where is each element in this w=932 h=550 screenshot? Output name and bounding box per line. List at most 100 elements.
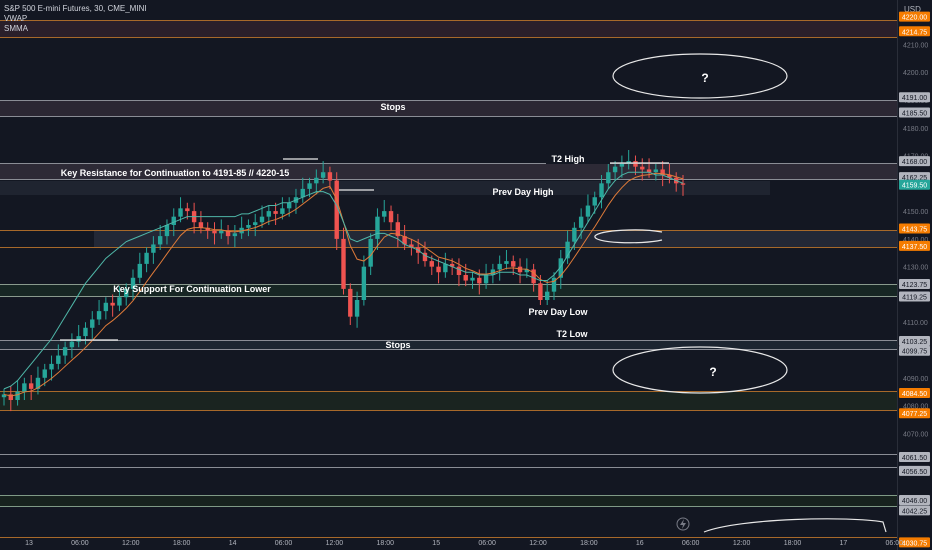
candle (436, 258, 441, 284)
prev-day-high-label: Prev Day High (492, 187, 553, 197)
x-tick-label: 12:00 (529, 540, 547, 547)
price-label-text: 4042.25 (902, 508, 927, 515)
key-support-label: Key Support For Continuation Lower (113, 284, 271, 294)
candle (490, 263, 496, 284)
price-label-text: 4137.50 (902, 244, 927, 251)
candle (56, 344, 61, 370)
indicator-vwap[interactable]: VWAP (4, 14, 28, 23)
candle (144, 247, 149, 273)
x-tick-label: 15 (432, 540, 440, 547)
price-label-tag (899, 92, 930, 103)
price-label-tag (899, 451, 930, 462)
candle (178, 197, 183, 223)
x-tick-label: 16 (636, 540, 644, 547)
annotations: Stops Key Resistance for Continuation to… (61, 71, 717, 379)
x-tick-label: 18:00 (377, 540, 395, 547)
price-label-text: 4159.50 (902, 183, 927, 190)
band-bottom (0, 495, 897, 507)
x-tick-label: 18:00 (173, 540, 191, 547)
candle (348, 283, 353, 325)
question-mark-top: ? (701, 71, 708, 85)
candle (219, 219, 224, 239)
question-mark-bottom: ? (709, 365, 716, 379)
indicator-smma[interactable]: SMMA (4, 24, 28, 33)
price-label-tag (899, 26, 930, 37)
candle (117, 286, 122, 312)
price-label-tag (899, 11, 930, 22)
t2-low-label: T2 Low (557, 329, 589, 339)
price-label-text: 4061.50 (902, 455, 927, 462)
question-ellipse-bottom (612, 346, 788, 394)
candle (259, 205, 265, 228)
y-tick-label: 4180.00 (903, 126, 928, 133)
candle (443, 252, 448, 278)
candle (124, 283, 129, 306)
candle (395, 213, 401, 248)
candle (606, 161, 611, 189)
price-label-tag (899, 345, 930, 356)
price-label-tag (899, 408, 930, 419)
lightning-icon[interactable] (676, 517, 690, 531)
candle (470, 272, 475, 289)
t2-high-bg (546, 152, 610, 164)
candle (273, 202, 278, 225)
x-tick-label: 13 (25, 540, 33, 547)
price-label-tag (899, 172, 930, 183)
candle (191, 202, 197, 234)
x-tick-label: 14 (229, 540, 237, 547)
candle (354, 291, 360, 328)
candle (49, 355, 54, 381)
candle (463, 263, 468, 287)
candle (69, 333, 75, 359)
candle (15, 380, 20, 406)
candle (388, 205, 394, 231)
price-label-tag (899, 279, 930, 290)
y-tick-label: 4200.00 (903, 70, 928, 77)
price-label-tag (899, 291, 930, 302)
candle (545, 280, 550, 306)
t2-high-label: T2 High (552, 154, 585, 164)
price-label-tag (899, 335, 930, 346)
y-tick-label: 4140.00 (903, 237, 928, 244)
price-label-text: 4191.00 (902, 95, 927, 102)
stops-upper-label: Stops (380, 102, 405, 112)
price-label-text: 4084.50 (902, 391, 927, 398)
candle (640, 158, 645, 181)
price-label-tag (899, 107, 930, 118)
stops-lower-label: Stops (385, 340, 410, 350)
candle (212, 222, 217, 245)
candle (300, 177, 305, 203)
candle (612, 161, 618, 181)
price-label-text: 4185.50 (902, 111, 927, 118)
candle (253, 213, 258, 237)
band-stops-lower (0, 341, 897, 349)
x-tick-label: 12:00 (122, 540, 140, 547)
price-label-text: 4103.25 (902, 339, 927, 346)
currency-label: USD (904, 5, 921, 14)
price-label-text: 4119.25 (902, 295, 927, 302)
candle (565, 230, 570, 264)
x-tick-label: 06:00 (275, 540, 293, 547)
symbol-title[interactable]: S&P 500 E-mini Futures, 30, CME_MINI (4, 4, 147, 13)
prev-day-low-label: Prev Day Low (528, 307, 588, 317)
small-ellipse-mark (594, 229, 663, 244)
price-label-tag (899, 495, 930, 505)
candle (35, 366, 41, 395)
band-stops-upper (0, 100, 897, 116)
candle (422, 241, 428, 267)
candle (320, 161, 326, 184)
x-tick-label: 17 (840, 540, 848, 547)
candle (599, 175, 604, 209)
x-axis-ticks: 13 06:00 12:00 18:00 14 06:00 12:00 18:00 15 06:0… (25, 540, 903, 547)
candle (90, 311, 95, 339)
candle (558, 250, 563, 289)
candle (551, 272, 557, 300)
y-tick-label: 4080.00 (903, 404, 928, 411)
price-label-tag (899, 240, 930, 251)
x-tick-label: 18:00 (784, 540, 802, 547)
y-tick-label: 4110.00 (903, 320, 928, 327)
candle (42, 363, 47, 387)
candle (8, 386, 13, 412)
